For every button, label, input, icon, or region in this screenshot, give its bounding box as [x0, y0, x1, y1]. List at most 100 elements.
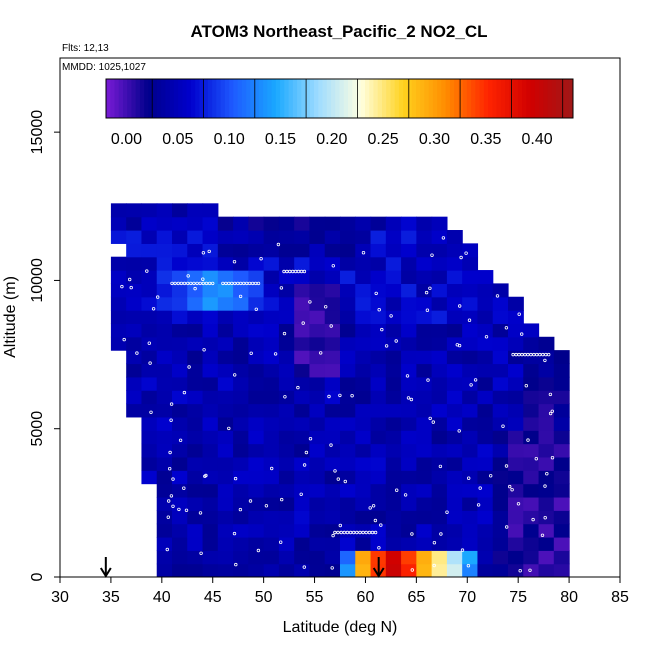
y-tick-label: 15000	[29, 110, 46, 155]
heatmap-cell	[492, 536, 509, 551]
sample-point	[149, 410, 153, 414]
sample-point	[508, 484, 512, 489]
heatmap-cell	[477, 416, 494, 431]
heatmap-cell	[553, 483, 570, 498]
heatmap-cell	[538, 563, 555, 577]
sample-point	[429, 210, 433, 214]
colorbar-segment	[547, 79, 553, 118]
sample-point	[296, 385, 300, 390]
sample-point	[192, 281, 196, 286]
colorbar-segment	[381, 79, 387, 118]
heatmap-cell	[340, 363, 356, 378]
colorbar-segment	[165, 79, 171, 118]
heatmap-cell	[477, 310, 494, 325]
heatmap-cell	[385, 496, 402, 511]
heatmap-cell	[172, 243, 188, 258]
heatmap-cell	[538, 430, 555, 445]
heatmap-cell	[156, 510, 173, 525]
heatmap-cell	[355, 523, 372, 538]
sample-point	[202, 348, 206, 352]
heatmap-cell	[355, 376, 372, 391]
colorbar-segment	[428, 79, 434, 118]
sample-point	[370, 530, 375, 535]
heatmap-cell	[370, 510, 387, 525]
heatmap-cell	[110, 203, 127, 218]
heatmap-cell	[309, 403, 326, 418]
heatmap-cell	[141, 443, 158, 458]
heatmap-cell	[156, 270, 173, 284]
heatmap-cell	[309, 470, 326, 485]
sample-point	[428, 416, 432, 421]
heatmap-cell	[340, 230, 356, 244]
heatmap-cell	[156, 216, 173, 231]
heatmap-cell	[446, 496, 463, 511]
heatmap-cell	[324, 296, 341, 311]
heatmap-cell	[324, 363, 341, 378]
colorbar-segment	[127, 79, 132, 118]
heatmap-cell	[309, 376, 326, 391]
heatmap-cell	[385, 376, 402, 391]
sample-point	[127, 277, 132, 282]
sample-point	[377, 308, 381, 312]
sample-point	[426, 210, 430, 214]
heatmap-cell	[416, 416, 433, 431]
heatmap-cell	[416, 443, 433, 458]
heatmap-cell	[263, 216, 280, 231]
heatmap-cell	[508, 550, 524, 565]
colorbar-segment	[420, 79, 425, 118]
heatmap-cell	[416, 310, 433, 325]
sample-point	[122, 337, 126, 342]
heatmap-cell	[324, 496, 341, 511]
dates-label: MMDD: 1025,1027	[62, 62, 146, 73]
heatmap-cell	[294, 376, 311, 391]
sample-point	[518, 569, 522, 573]
sample-point	[299, 492, 303, 496]
colorbar-segment	[233, 79, 239, 118]
heatmap-cell	[431, 256, 448, 271]
sample-point	[361, 530, 365, 535]
colorbar-segment	[254, 79, 260, 118]
heatmap-cell	[156, 523, 173, 538]
heatmap-cell	[248, 430, 265, 445]
heatmap-cell	[263, 416, 280, 431]
heatmap-cell	[294, 270, 311, 284]
sample-point	[432, 541, 437, 545]
heatmap-cell	[370, 296, 387, 311]
sample-point	[331, 264, 335, 268]
heatmap-cell	[217, 563, 234, 577]
heatmap-cell	[416, 243, 433, 258]
heatmap-cell	[462, 416, 479, 431]
heatmap-cell	[126, 403, 143, 418]
sample-point	[280, 497, 284, 502]
heatmap-cell	[553, 376, 570, 391]
heatmap-cell	[416, 336, 433, 351]
heatmap-cell	[370, 496, 387, 511]
heatmap-cell	[324, 350, 341, 365]
heatmap-cell	[462, 483, 479, 498]
heatmap-cell	[370, 430, 387, 445]
heatmap-cell	[126, 390, 143, 405]
heatmap-cell	[233, 390, 249, 405]
sample-point	[352, 530, 356, 535]
colorbar-segment	[288, 79, 294, 118]
heatmap-cell	[187, 310, 204, 325]
colorbar-segment	[437, 79, 442, 118]
heatmap-cell	[446, 376, 463, 391]
colorbar-segment	[543, 79, 549, 118]
heatmap-cell	[477, 510, 494, 525]
colorbar-segment	[352, 79, 357, 118]
heatmap-cell	[492, 350, 509, 365]
sample-point	[364, 530, 368, 535]
colorbar-segment	[331, 79, 336, 118]
heatmap-cell	[523, 376, 540, 391]
heatmap-cell	[141, 376, 158, 391]
heatmap-cell	[553, 390, 570, 405]
heatmap-cell	[217, 430, 234, 445]
heatmap-cell	[233, 230, 249, 244]
heatmap-cell	[172, 416, 188, 431]
heatmap-cell	[446, 523, 463, 538]
heatmap-cell	[401, 443, 417, 458]
heatmap-cell	[401, 550, 417, 565]
sample-point	[171, 477, 175, 481]
heatmap-cell	[416, 456, 433, 471]
